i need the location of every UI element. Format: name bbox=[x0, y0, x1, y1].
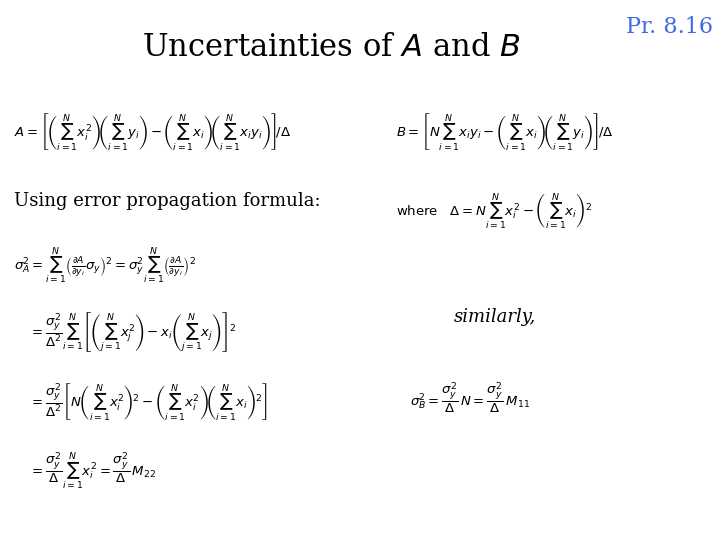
Text: $B = \left[N\sum_{i=1}^{N} x_i y_i - \left(\sum_{i=1}^{N} x_i\right)\!\left(\sum: $B = \left[N\sum_{i=1}^{N} x_i y_i - \le… bbox=[396, 111, 613, 152]
Text: $\sigma_A^2 = \sum_{i=1}^{N}\left(\frac{\partial A}{\partial y_i}\sigma_y\right): $\sigma_A^2 = \sum_{i=1}^{N}\left(\frac{… bbox=[14, 246, 197, 286]
Text: Using error propagation formula:: Using error propagation formula: bbox=[14, 192, 321, 210]
Text: similarly,: similarly, bbox=[454, 308, 536, 326]
Text: $= \dfrac{\sigma_y^2}{\Delta^2}\sum_{i=1}^{N}\left[\left(\sum_{j=1}^{N} x_j^2\ri: $= \dfrac{\sigma_y^2}{\Delta^2}\sum_{i=1… bbox=[29, 310, 237, 354]
Text: Uncertainties of $\mathit{A}$ and $\mathit{B}$: Uncertainties of $\mathit{A}$ and $\math… bbox=[142, 32, 521, 63]
Text: $= \dfrac{\sigma_y^2}{\Delta^2}\left[N\left(\sum_{i=1}^{N} x_i^2\right)^{2} - \l: $= \dfrac{\sigma_y^2}{\Delta^2}\left[N\l… bbox=[29, 381, 268, 422]
Text: $\sigma_B^2 = \dfrac{\sigma_y^2}{\Delta}\,N = \dfrac{\sigma_y^2}{\Delta}\,M_{11}: $\sigma_B^2 = \dfrac{\sigma_y^2}{\Delta}… bbox=[410, 381, 531, 416]
Text: $A = \left[\left(\sum_{i=1}^{N} x_i^2\right)\!\left(\sum_{i=1}^{N} y_i\right) - : $A = \left[\left(\sum_{i=1}^{N} x_i^2\ri… bbox=[14, 111, 292, 152]
Text: $\mathrm{where}\quad \Delta = N\sum_{i=1}^{N} x_i^2 - \left(\sum_{i=1}^{N} x_i\r: $\mathrm{where}\quad \Delta = N\sum_{i=1… bbox=[396, 192, 592, 232]
Text: Pr. 8.16: Pr. 8.16 bbox=[626, 16, 713, 38]
Text: $= \dfrac{\sigma_y^2}{\Delta}\sum_{i=1}^{N} x_i^2 = \dfrac{\sigma_y^2}{\Delta}\,: $= \dfrac{\sigma_y^2}{\Delta}\sum_{i=1}^… bbox=[29, 451, 156, 492]
